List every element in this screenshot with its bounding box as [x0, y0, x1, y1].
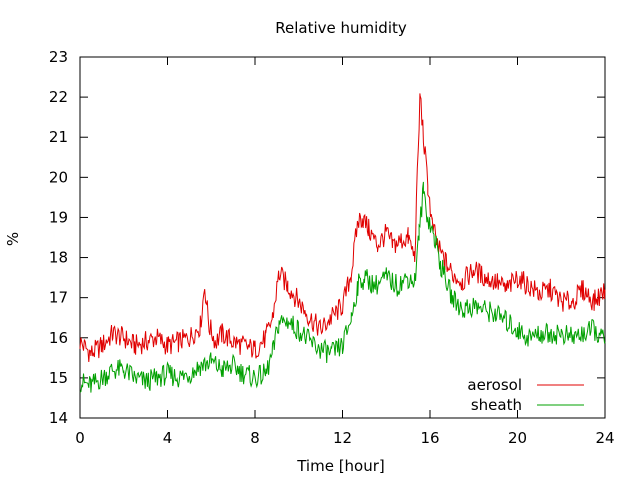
y-tick-label: 18	[49, 249, 68, 267]
legend-label-aerosol: aerosol	[467, 376, 522, 394]
x-tick-label: 16	[420, 429, 439, 447]
plot-area: 14 15 16 17 18 19 20 21 22 23 0 4 8 12 16 20 24	[49, 48, 615, 447]
series-line-sheath	[79, 181, 606, 393]
x-tick-label: 8	[250, 429, 260, 447]
y-tick-label: 21	[49, 128, 68, 146]
y-tick-label: 22	[49, 88, 68, 106]
x-axis-label: Time [hour]	[296, 457, 385, 475]
y-tick-label: 17	[49, 289, 68, 307]
chart-title: Relative humidity	[275, 19, 407, 37]
legend-label-sheath: sheath	[471, 396, 522, 414]
y-axis-label: %	[4, 232, 22, 246]
x-tick-label: 24	[595, 429, 614, 447]
x-tick-label: 12	[333, 429, 352, 447]
legend: aerosol sheath	[467, 376, 584, 414]
y-tick-label: 23	[49, 48, 68, 66]
y-tick-label: 14	[49, 409, 68, 427]
series-line-aerosol	[79, 93, 606, 363]
y-tick-label: 19	[49, 208, 68, 226]
y-tick-label: 20	[49, 168, 68, 186]
x-tick-label: 20	[508, 429, 527, 447]
plot-frame	[79, 56, 606, 419]
y-tick-label: 15	[49, 369, 68, 387]
y-tick-label: 16	[49, 329, 68, 347]
x-tick-label: 0	[75, 429, 85, 447]
x-tick-label: 4	[163, 429, 173, 447]
